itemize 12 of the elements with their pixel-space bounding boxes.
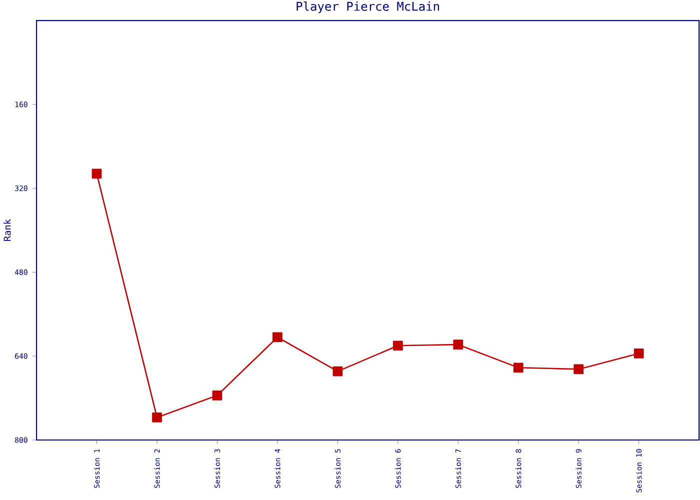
point xyxy=(634,348,644,358)
point xyxy=(392,340,403,351)
chart-title: Player Pierce McLain xyxy=(296,1,439,14)
point xyxy=(332,366,343,376)
point xyxy=(574,364,584,374)
point xyxy=(272,332,282,342)
point xyxy=(212,390,222,400)
point xyxy=(453,340,464,350)
point xyxy=(92,168,102,179)
y-axis-title: Rank xyxy=(4,219,11,241)
point xyxy=(152,412,162,422)
point xyxy=(513,362,524,373)
